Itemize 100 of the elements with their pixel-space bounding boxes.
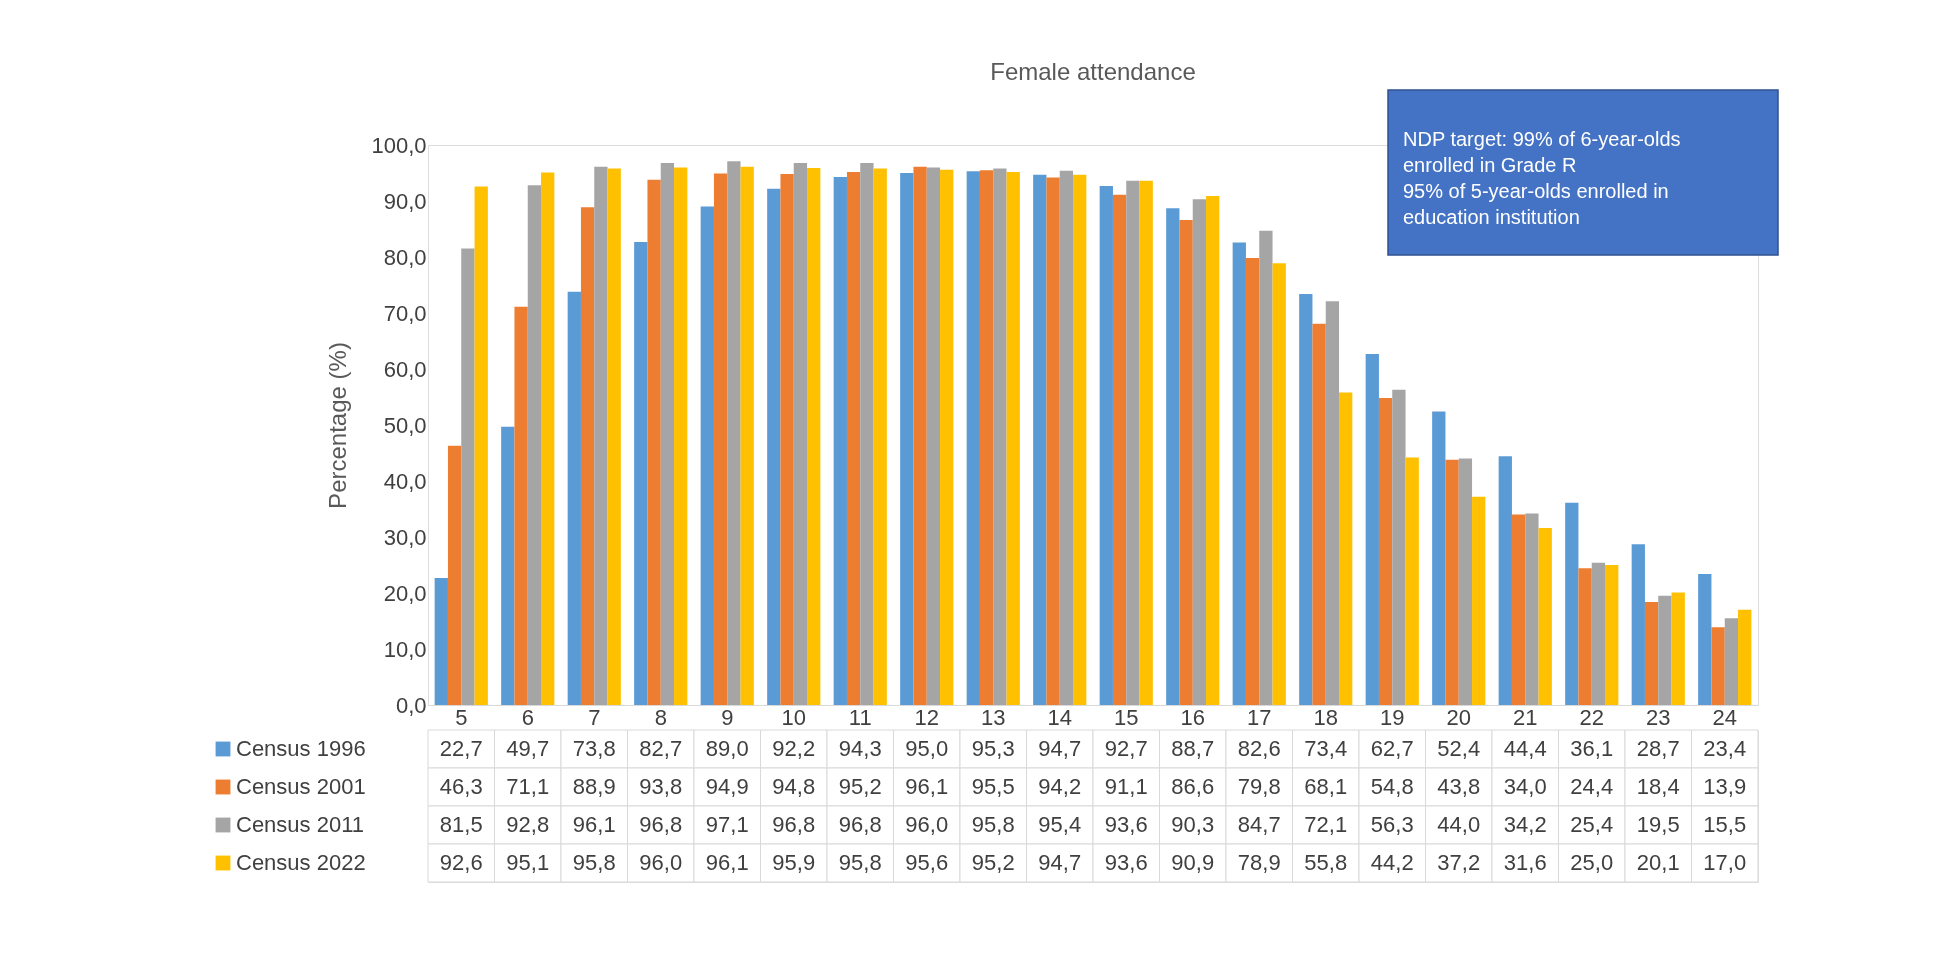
x-tick-label: 20: [1446, 704, 1471, 730]
data-label: 84,7: [1237, 812, 1281, 837]
data-label: 95,8: [572, 850, 616, 875]
data-label: 94,2: [1038, 774, 1082, 799]
data-label: 96,8: [838, 812, 882, 837]
data-label: 18,4: [1636, 774, 1680, 799]
legend-label: Census 2011: [236, 812, 365, 837]
x-tick-label: 19: [1380, 704, 1405, 730]
y-tick-label: 0,0: [395, 692, 427, 718]
bar: [1339, 392, 1353, 705]
bar: [1046, 177, 1060, 705]
bar: [1033, 174, 1047, 705]
bar: [926, 167, 941, 705]
bar: [780, 174, 794, 705]
data-label: 13,9: [1703, 774, 1747, 799]
data-label: 31,6: [1503, 850, 1547, 875]
data-label: 95,0: [905, 736, 949, 761]
bar: [461, 248, 475, 705]
data-label: 20,1: [1636, 850, 1680, 875]
data-label: 46,3: [439, 774, 483, 799]
data-label: 56,3: [1370, 812, 1414, 837]
x-tick-label: 9: [721, 704, 734, 730]
bar: [767, 188, 781, 705]
data-label: 22,7: [439, 736, 483, 761]
bar: [434, 577, 448, 705]
data-label: 94,7: [1038, 850, 1082, 875]
data-label: 95,9: [772, 850, 816, 875]
bar: [501, 426, 515, 705]
bar: [913, 166, 927, 705]
bar: [1299, 293, 1313, 705]
bar: [846, 171, 861, 705]
bar: [1006, 171, 1020, 705]
bar: [1232, 242, 1246, 705]
bar: [1059, 170, 1074, 705]
data-label: 82,6: [1237, 736, 1281, 761]
data-label: 36,1: [1570, 736, 1614, 761]
data-label: 93,6: [1104, 812, 1148, 837]
x-tick-label: 14: [1047, 704, 1072, 730]
bar: [979, 170, 994, 705]
data-label: 25,0: [1570, 850, 1614, 875]
bar: [873, 168, 887, 705]
bar: [700, 206, 714, 705]
bar: [1591, 562, 1606, 705]
data-label: 34,2: [1503, 812, 1547, 837]
data-label: 92,8: [506, 812, 550, 837]
bar: [1644, 601, 1659, 705]
data-label: 89,0: [705, 736, 749, 761]
data-label: 37,2: [1437, 850, 1481, 875]
data-label: 88,7: [1171, 736, 1215, 761]
data-label: 95,5: [971, 774, 1015, 799]
data-label: 78,9: [1237, 850, 1281, 875]
bar: [1272, 263, 1286, 705]
data-label: 49,7: [506, 736, 550, 761]
bar: [674, 167, 688, 705]
annotation: NDP target: 99% of 6-year-olds enrolled in Grade R: [1403, 128, 1681, 176]
bar: [1073, 174, 1087, 705]
y-axis-title: Percentage (%): [324, 342, 352, 509]
data-label: 54,8: [1370, 774, 1414, 799]
bar: [1245, 258, 1260, 705]
data-label: 62,7: [1370, 736, 1414, 761]
data-label: 96,8: [639, 812, 683, 837]
data-label: 96,1: [705, 850, 749, 875]
y-tick-label: 80,0: [383, 244, 427, 270]
data-label: 79,8: [1237, 774, 1281, 799]
bar: [1498, 456, 1512, 705]
data-label: 94,9: [705, 774, 749, 799]
data-label: 34,0: [1503, 774, 1547, 799]
bar: [447, 445, 462, 705]
data-label: 44,0: [1437, 812, 1481, 837]
data-label: 93,8: [639, 774, 683, 799]
bar: [1631, 544, 1645, 705]
bar: [1445, 459, 1459, 705]
data-label: 28,7: [1636, 736, 1680, 761]
bar: [580, 207, 595, 705]
x-tick-label: 11: [848, 704, 872, 730]
bar: [860, 162, 874, 705]
data-label: 43,8: [1437, 774, 1481, 799]
data-label: 15,5: [1703, 812, 1747, 837]
data-label: 92,6: [439, 850, 483, 875]
legend-label: Census 2001: [236, 774, 366, 799]
data-label: 23,4: [1703, 736, 1747, 761]
bar: [1166, 208, 1180, 705]
x-tick-label: 16: [1180, 704, 1205, 730]
bar: [1312, 323, 1326, 705]
y-tick-label: 30,0: [383, 524, 427, 550]
x-tick-label: 5: [455, 704, 468, 730]
data-label: 94,8: [772, 774, 816, 799]
bar: [740, 166, 754, 705]
bar: [1578, 568, 1592, 705]
bar: [1738, 609, 1752, 705]
bar: [474, 186, 488, 705]
data-label: 24,4: [1570, 774, 1614, 799]
bar: [1565, 502, 1579, 705]
data-label: 94,7: [1038, 736, 1082, 761]
bar: [634, 241, 648, 705]
data-label: 95,1: [506, 850, 550, 875]
data-label: 96,0: [639, 850, 683, 875]
legend-label: Census 1996: [236, 736, 366, 761]
data-label: 91,1: [1104, 774, 1148, 799]
x-tick-label: 12: [914, 704, 939, 730]
